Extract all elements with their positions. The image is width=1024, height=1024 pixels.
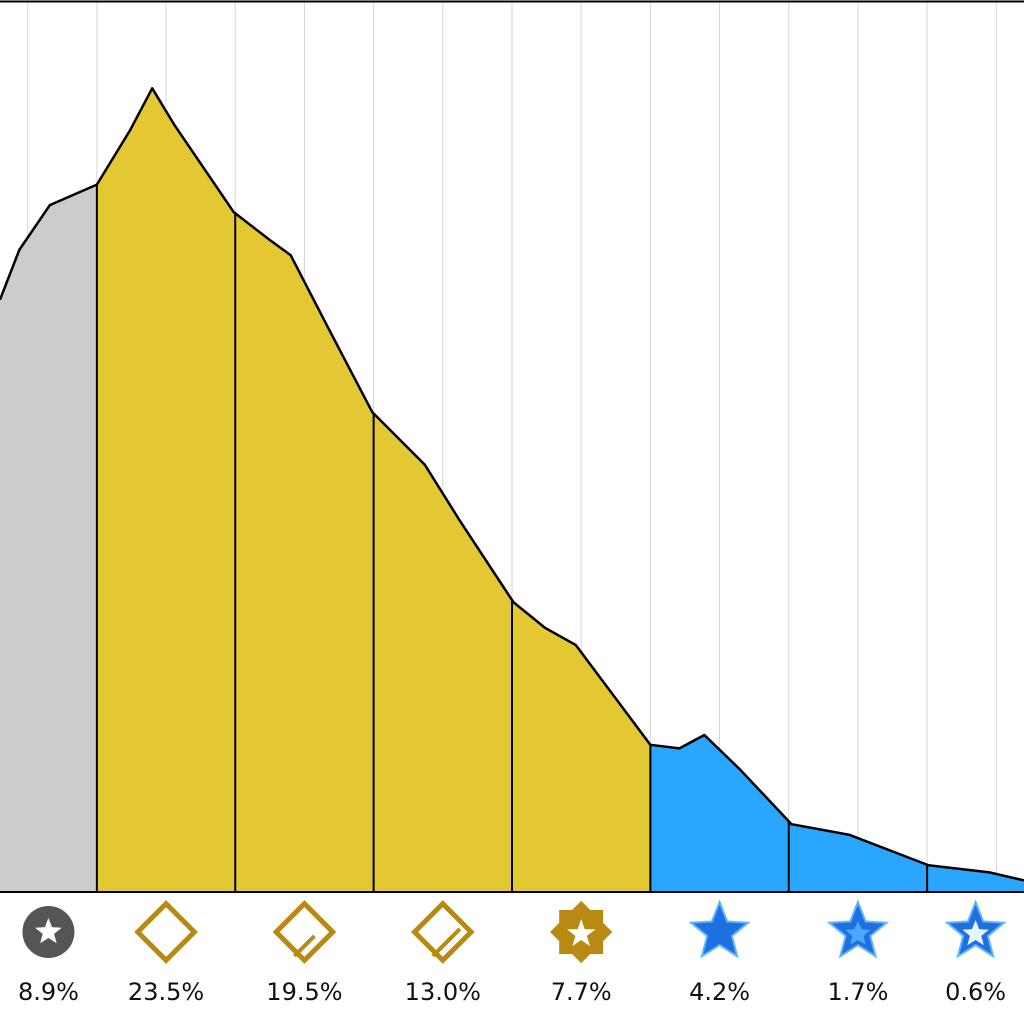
rank-icon: [272, 900, 337, 964]
band-label: 1.7%: [827, 978, 888, 1006]
band-area: [373, 413, 512, 892]
rank-icon: [134, 900, 198, 964]
rank-icon-star: [566, 919, 596, 947]
band-label: 8.9%: [18, 978, 79, 1006]
rank-icon: [688, 899, 751, 959]
band-label: 0.6%: [945, 978, 1006, 1006]
band-area: [788, 821, 928, 892]
density-curve: [0, 87, 1024, 882]
band-fills: [0, 88, 1024, 893]
band-area: [0, 184, 97, 893]
curve-layer: [0, 87, 1024, 893]
band-label: 23.5%: [128, 978, 204, 1006]
rank-icon: [410, 900, 475, 964]
band-label: 7.7%: [551, 978, 612, 1006]
band-area: [512, 599, 651, 892]
rank-icon-inner: [845, 921, 871, 945]
band-label: 4.2%: [689, 978, 750, 1006]
rank-icon-stripe: [438, 927, 462, 951]
band-label: 13.0%: [405, 978, 481, 1006]
band-area: [927, 864, 1024, 892]
rank-icon-stripe: [293, 934, 316, 958]
labels: 8.9% 23.5% 19.5% 13.0% 7.7% 4.2% 1.7% 0.6%: [18, 978, 1006, 1006]
band-area: [96, 88, 236, 893]
rank-icon-inner: [962, 920, 989, 946]
band-area: [235, 213, 374, 892]
band-label: 19.5%: [266, 978, 342, 1006]
icons: [22, 899, 1007, 964]
rank-icon-star: [35, 918, 62, 944]
band-area: [650, 735, 789, 892]
